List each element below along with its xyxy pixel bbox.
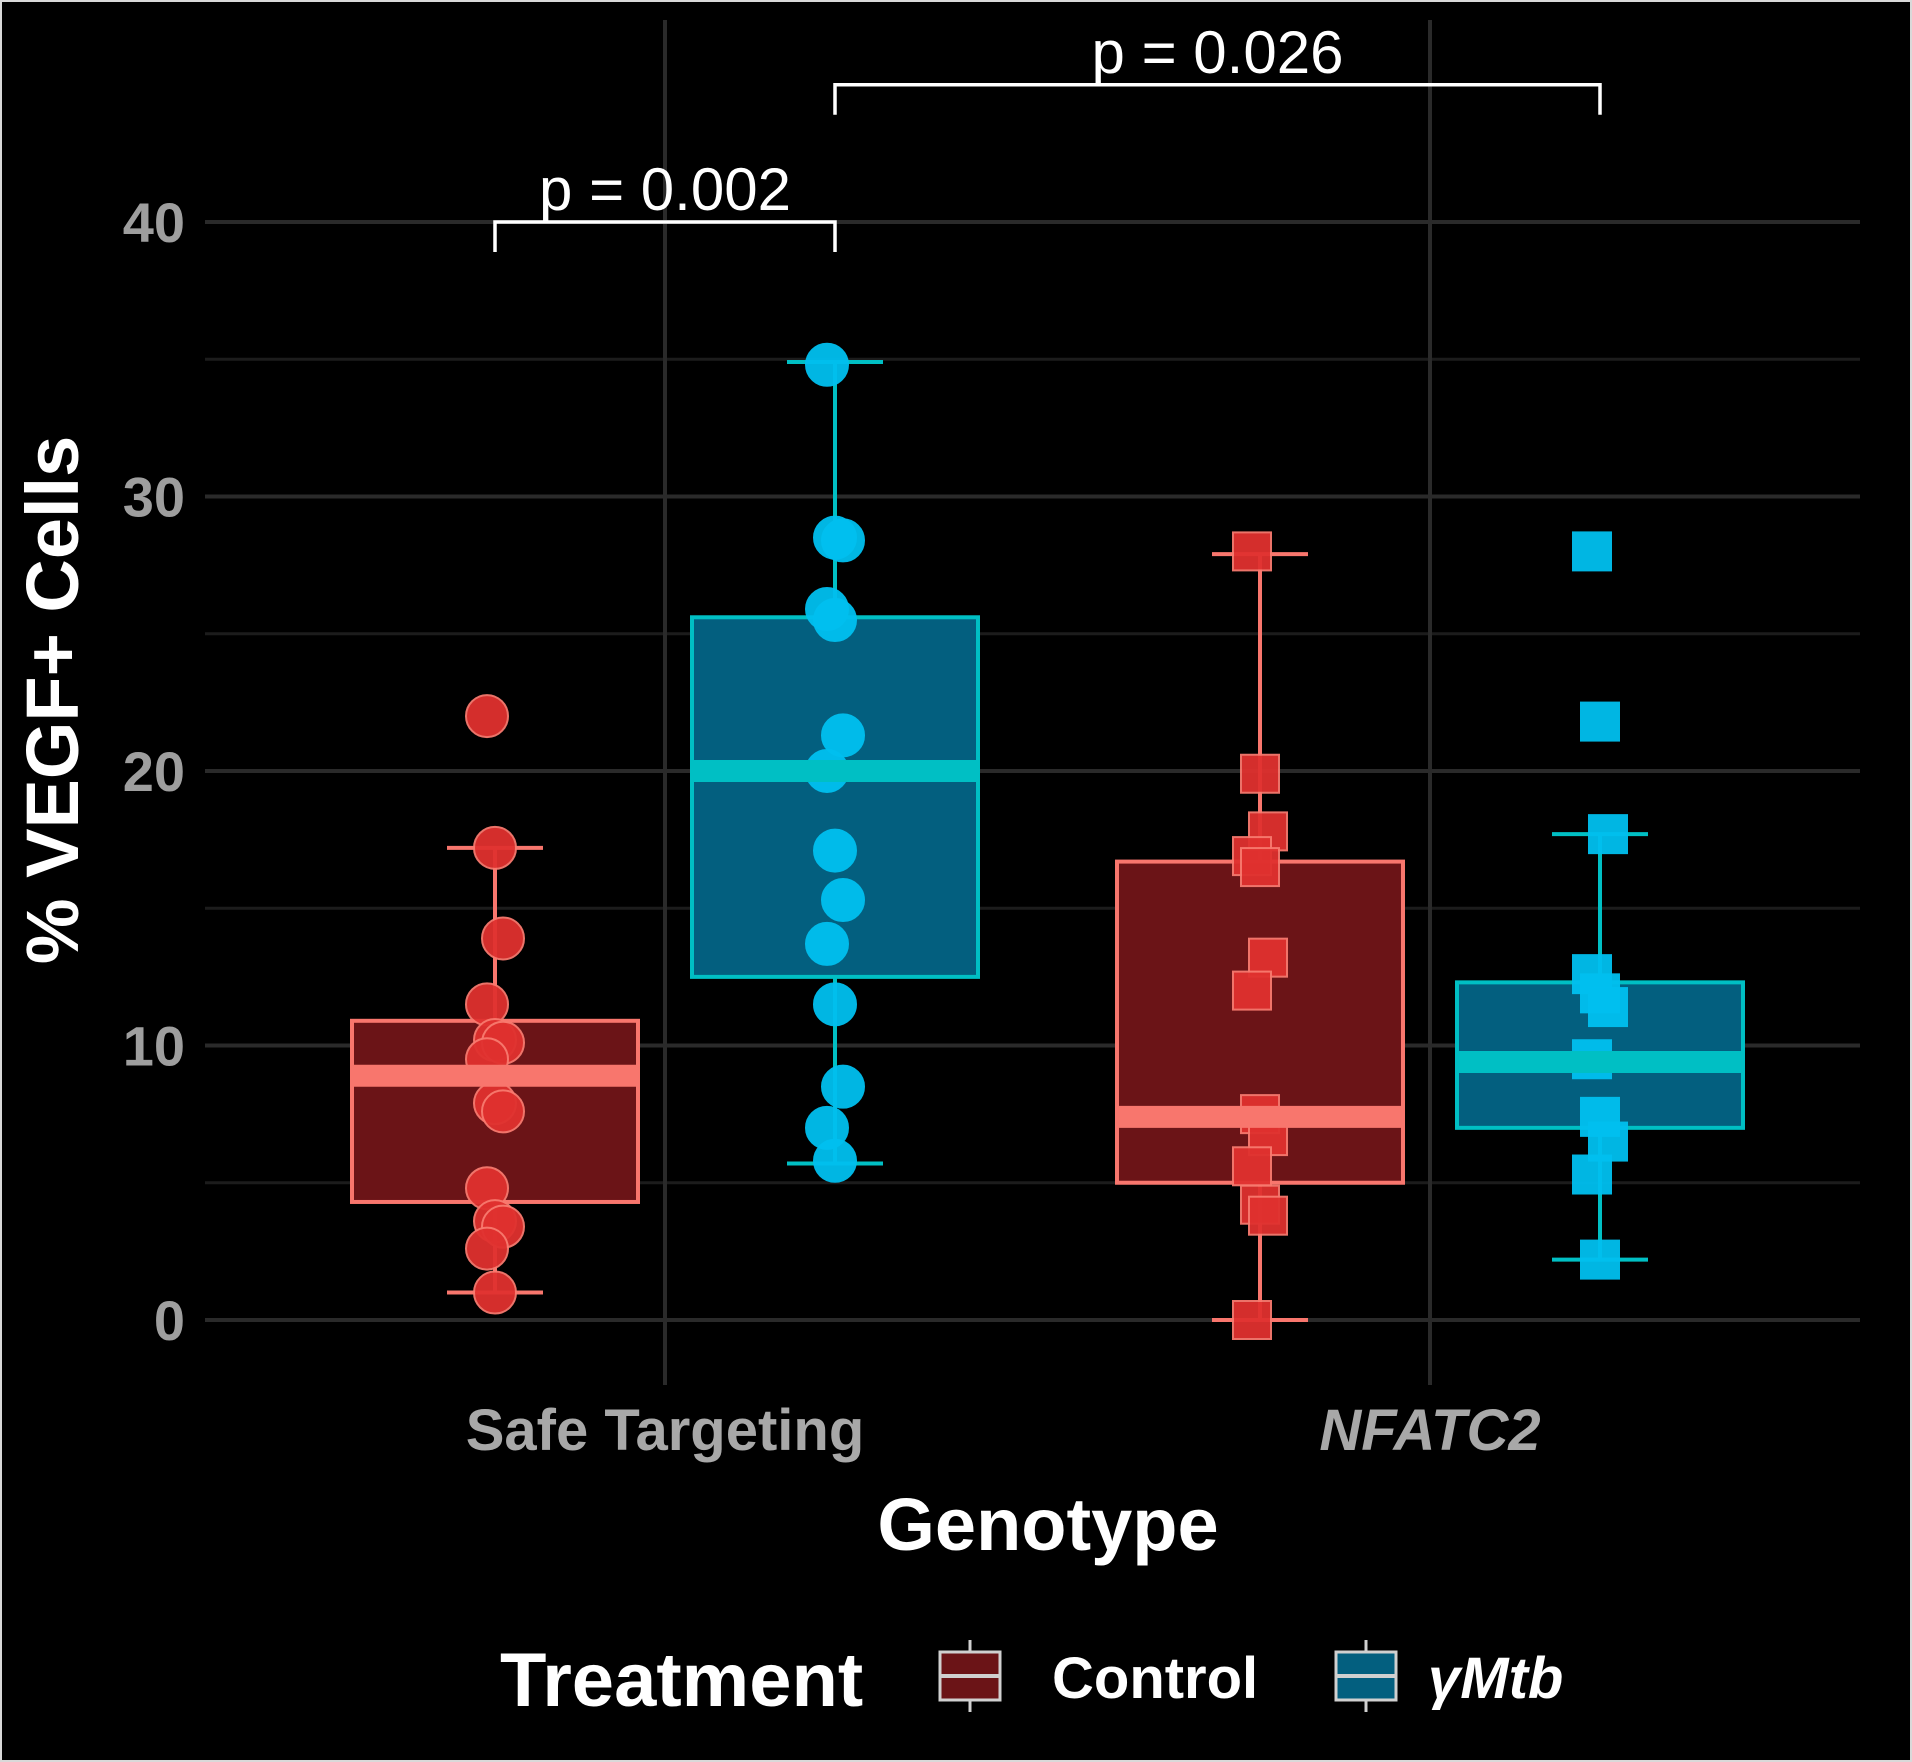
data-point bbox=[481, 916, 525, 961]
y-tick-labels: 0 10 20 30 40 bbox=[123, 191, 185, 1352]
y-tick-label: 30 bbox=[123, 466, 185, 529]
data-point bbox=[481, 1089, 525, 1134]
data-point bbox=[1232, 1146, 1272, 1187]
legend-key-control bbox=[938, 1640, 1002, 1712]
data-point bbox=[813, 598, 857, 643]
data-point bbox=[821, 1064, 865, 1109]
legend-key-mtb bbox=[1334, 1640, 1398, 1712]
x-tick-label: NFATC2 bbox=[1319, 1398, 1540, 1463]
data-point bbox=[1588, 1121, 1628, 1162]
x-tick-label: Safe Targeting bbox=[466, 1398, 865, 1463]
data-point bbox=[465, 982, 509, 1027]
legend-label: γMtb bbox=[1428, 1646, 1563, 1711]
data-point bbox=[473, 825, 517, 870]
legend-label: Control bbox=[1052, 1646, 1258, 1711]
bracket-line bbox=[833, 83, 1602, 115]
x-tick-labels: Safe Targeting NFATC2 bbox=[466, 1398, 1541, 1463]
data-point bbox=[1580, 1239, 1620, 1280]
data-point bbox=[1240, 847, 1280, 888]
data-point bbox=[1232, 970, 1272, 1011]
data-point bbox=[805, 342, 849, 387]
y-axis-title: % VEGF+ Cells bbox=[11, 436, 94, 964]
data-point bbox=[1580, 701, 1620, 742]
box-series bbox=[350, 359, 1745, 1322]
bracket-line bbox=[493, 220, 837, 252]
data-point bbox=[1248, 937, 1288, 978]
data-point bbox=[473, 1270, 517, 1315]
data-point bbox=[1572, 531, 1612, 572]
data-point bbox=[465, 1226, 509, 1271]
p-value-bracket: p = 0.026 bbox=[833, 19, 1602, 115]
data-point bbox=[465, 694, 509, 739]
y-tick-label: 10 bbox=[123, 1015, 185, 1078]
data-points bbox=[354, 342, 1741, 1340]
y-tick-label: 20 bbox=[123, 740, 185, 803]
data-point bbox=[805, 921, 849, 966]
x-axis-title: Genotype bbox=[877, 1483, 1218, 1566]
data-point bbox=[1588, 987, 1628, 1028]
data-point bbox=[1240, 753, 1280, 794]
data-point bbox=[1572, 1154, 1612, 1195]
significance-annotations: p = 0.002 p = 0.026 bbox=[493, 19, 1602, 252]
data-point bbox=[1232, 1300, 1272, 1340]
data-point bbox=[1588, 814, 1628, 855]
p-value-label: p = 0.002 bbox=[539, 156, 791, 223]
data-point bbox=[813, 982, 857, 1027]
data-point bbox=[813, 1138, 857, 1183]
data-point bbox=[813, 828, 857, 873]
y-tick-label: 0 bbox=[154, 1289, 185, 1352]
box-iqr bbox=[690, 615, 980, 979]
data-point bbox=[821, 518, 865, 563]
legend: Treatment Control γMtb bbox=[500, 1638, 1563, 1723]
data-point bbox=[1232, 531, 1272, 572]
p-value-label: p = 0.026 bbox=[1092, 19, 1344, 86]
data-point bbox=[821, 878, 865, 923]
p-value-bracket: p = 0.002 bbox=[493, 156, 837, 252]
data-point bbox=[1248, 1195, 1288, 1236]
legend-title: Treatment bbox=[500, 1638, 863, 1723]
y-tick-label: 40 bbox=[123, 191, 185, 254]
